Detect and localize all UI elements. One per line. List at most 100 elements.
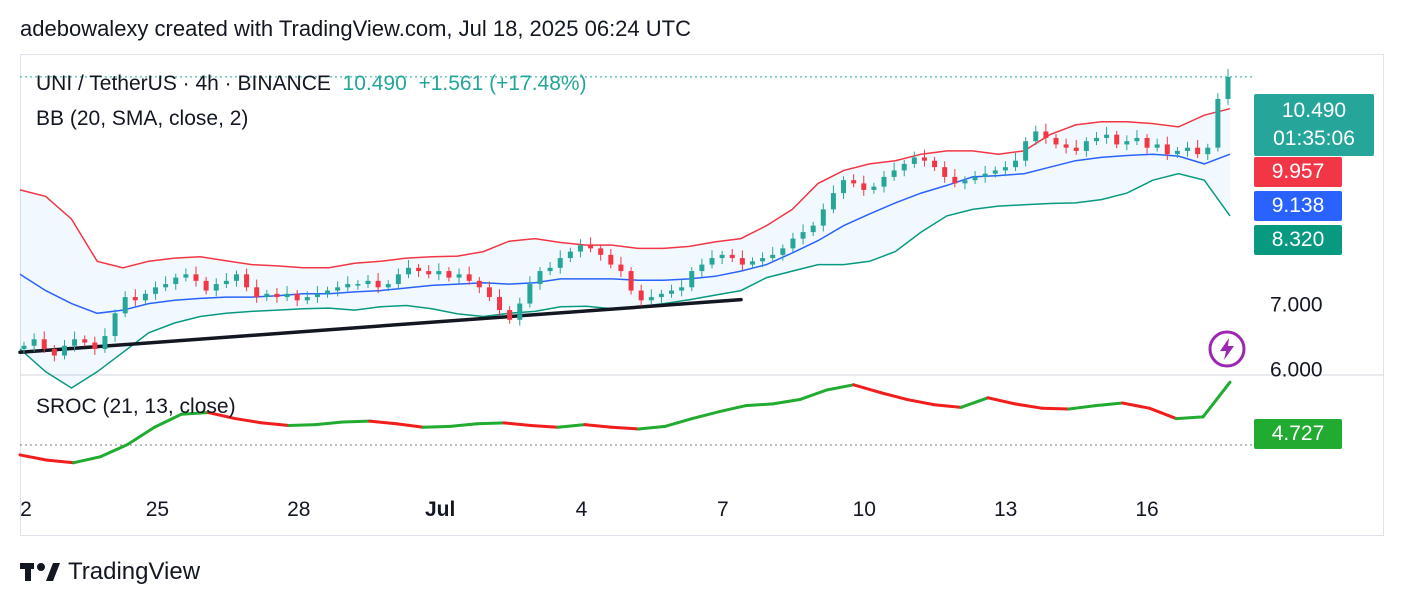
candle-body[interactable] [972,176,978,181]
candle-body[interactable] [385,284,391,288]
candle-body[interactable] [881,176,887,187]
candle-body[interactable] [1002,167,1008,171]
candle-body[interactable] [51,349,57,356]
candle-body[interactable] [719,254,725,259]
candle-body[interactable] [557,258,563,268]
candle-body[interactable] [861,183,867,190]
candle-body[interactable] [41,339,47,350]
candle-body[interactable] [699,264,705,272]
candle-body[interactable] [669,290,675,294]
candle-body[interactable] [274,293,280,298]
candle-body[interactable] [507,310,513,320]
candle-body[interactable] [739,258,745,265]
candle-body[interactable] [1134,137,1140,142]
candle-body[interactable] [1205,147,1211,155]
lightning-bolt-icon[interactable] [1208,330,1246,368]
candle-body[interactable] [1033,131,1039,142]
candle-body[interactable] [749,261,755,265]
candle-body[interactable] [31,339,37,346]
candle-body[interactable] [841,180,847,194]
candle-body[interactable] [992,170,998,174]
candle-body[interactable] [911,157,917,164]
candle-body[interactable] [638,290,644,301]
candle-body[interactable] [871,186,877,190]
candle-body[interactable] [163,284,169,288]
candle-body[interactable] [395,274,401,285]
candle-body[interactable] [466,274,472,281]
candle-body[interactable] [183,274,189,278]
candle-body[interactable] [294,293,300,301]
candle-body[interactable] [436,271,442,275]
candle-body[interactable] [355,284,361,286]
support-trendline[interactable] [18,297,743,355]
candle-body[interactable] [679,287,685,291]
candle-body[interactable] [476,280,482,288]
candle-body[interactable] [244,274,250,288]
candle-body[interactable] [1195,147,1201,155]
candle-body[interactable] [1093,137,1099,142]
candle-body[interactable] [102,336,108,350]
candle-body[interactable] [375,280,381,288]
candle-body[interactable] [1124,141,1130,145]
legend-sroc[interactable]: SROC (21, 13, close) [36,395,236,418]
trendline[interactable] [18,297,743,355]
candle-body[interactable] [658,293,664,298]
candle-body[interactable] [952,176,958,184]
candle-body[interactable] [820,209,826,226]
candle-body[interactable] [1083,141,1089,151]
candle-body[interactable] [82,339,88,343]
candle-body[interactable] [223,280,229,285]
candle-body[interactable] [497,297,503,311]
candle-body[interactable] [942,167,948,177]
candle-body[interactable] [588,245,594,249]
candle-body[interactable] [1215,98,1221,148]
candle-body[interactable] [608,254,614,265]
candle-body[interactable] [426,271,432,275]
candle-body[interactable] [517,303,523,320]
candle-body[interactable] [577,245,583,252]
candle-body[interactable] [173,277,179,285]
candle-body[interactable] [1063,144,1069,148]
candle-body[interactable] [1013,160,1019,168]
candle-body[interactable] [1154,144,1160,148]
candle-body[interactable] [729,254,735,259]
candle-body[interactable] [335,287,341,291]
candle-body[interactable] [527,284,533,304]
candle-body[interactable] [770,254,776,259]
candle-body[interactable] [284,293,290,298]
candle-body[interactable] [648,297,654,301]
candle-body[interactable] [72,339,78,346]
candle-body[interactable] [537,271,543,285]
candle-body[interactable] [112,313,118,337]
candle-body[interactable] [780,248,786,255]
candle-body[interactable] [486,287,492,298]
candle-body[interactable] [932,160,938,168]
candle-body[interactable] [365,280,371,285]
candle-body[interactable] [325,290,331,294]
candle-body[interactable] [264,293,270,298]
candle-body[interactable] [851,180,857,184]
candle-body[interactable] [800,232,806,239]
candle-body[interactable] [153,287,159,294]
candle-body[interactable] [61,345,67,356]
candles[interactable] [21,69,1231,362]
candle-body[interactable] [1073,147,1079,151]
candle-body[interactable] [1174,150,1180,155]
candle-body[interactable] [193,274,199,281]
candle-body[interactable] [416,267,422,272]
candle-body[interactable] [830,193,836,210]
candle-body[interactable] [810,225,816,233]
candle-body[interactable] [142,293,148,301]
candle-body[interactable] [1114,134,1120,145]
candle-body[interactable] [1104,134,1110,138]
candle-body[interactable] [254,287,260,298]
candle-body[interactable] [345,284,351,288]
candle-body[interactable] [921,157,927,161]
candle-body[interactable] [1023,141,1029,161]
candle-body[interactable] [891,170,897,177]
candle-body[interactable] [790,238,796,249]
candle-body[interactable] [618,264,624,272]
candle-body[interactable] [122,297,128,314]
candle-body[interactable] [456,274,462,278]
